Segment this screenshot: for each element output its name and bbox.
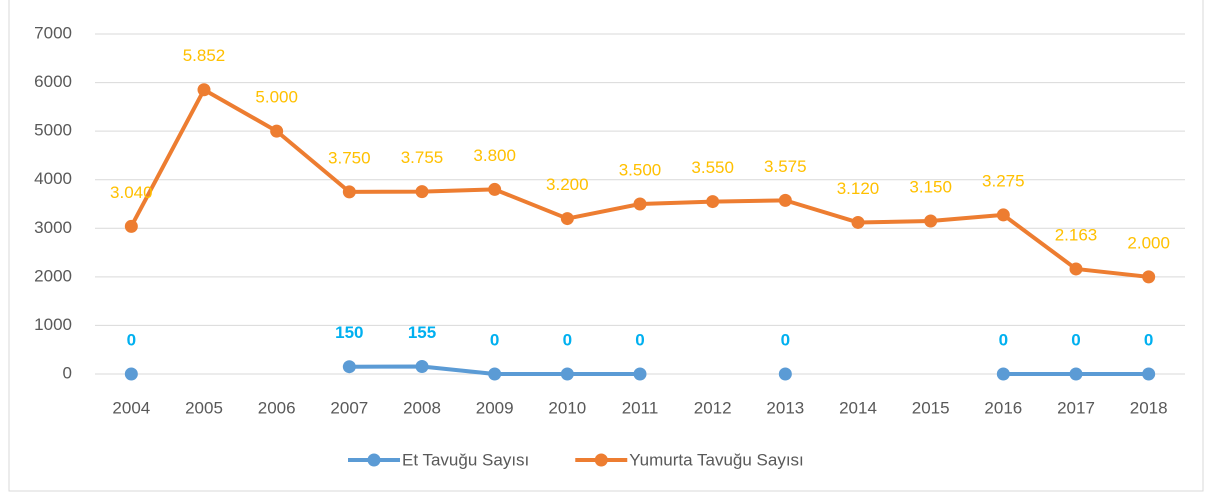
y-tick-label: 0 — [63, 363, 72, 382]
x-tick-label: 2018 — [1130, 398, 1168, 417]
data-label: 0 — [1071, 330, 1080, 349]
x-tick-label: 2009 — [476, 398, 514, 417]
data-label: 0 — [490, 330, 499, 349]
data-label: 0 — [127, 330, 136, 349]
point — [342, 185, 356, 199]
x-tick-label: 2005 — [185, 398, 223, 417]
point — [560, 367, 574, 381]
point — [778, 367, 792, 381]
point — [197, 83, 211, 97]
data-label: 150 — [335, 323, 363, 342]
y-tick-label: 2000 — [34, 266, 72, 285]
y-tick-label: 3000 — [34, 218, 72, 237]
y-tick-label: 1000 — [34, 315, 72, 334]
x-tick-label: 2015 — [912, 398, 950, 417]
chart-frame — [8, 0, 1204, 492]
legend-marker — [594, 453, 608, 467]
x-tick-label: 2011 — [622, 398, 659, 417]
point — [633, 367, 647, 381]
x-tick-label: 2017 — [1057, 398, 1095, 417]
point — [996, 208, 1010, 222]
data-label: 3.550 — [691, 158, 734, 177]
x-tick-label: 2016 — [984, 398, 1022, 417]
x-tick-label: 2012 — [694, 398, 732, 417]
x-tick-label: 2014 — [839, 398, 877, 417]
point — [124, 367, 138, 381]
point — [488, 182, 502, 196]
point — [415, 185, 429, 199]
data-label: 3.120 — [837, 179, 880, 198]
data-label: 3.150 — [909, 177, 952, 196]
x-tick-label: 2006 — [258, 398, 296, 417]
point — [1142, 270, 1156, 284]
data-label: 0 — [781, 330, 790, 349]
data-label: 3.040 — [110, 183, 153, 202]
x-tick-label: 2008 — [403, 398, 441, 417]
data-label: 2.000 — [1127, 233, 1170, 252]
point — [996, 367, 1010, 381]
point — [633, 197, 647, 211]
y-tick-label: 5000 — [34, 121, 72, 140]
legend-marker — [367, 453, 381, 467]
point — [1142, 367, 1156, 381]
point — [270, 124, 284, 138]
point — [1069, 367, 1083, 381]
data-label: 2.163 — [1055, 225, 1098, 244]
data-label: 3.200 — [546, 175, 589, 194]
y-tick-label: 4000 — [34, 169, 72, 188]
x-tick-label: 2007 — [330, 398, 368, 417]
point — [560, 212, 574, 226]
data-label: 3.275 — [982, 171, 1025, 190]
point — [924, 214, 938, 228]
legend-label: Yumurta Tavuğu Sayısı — [629, 450, 804, 469]
point — [415, 359, 429, 373]
data-label: 5.852 — [183, 46, 226, 65]
data-label: 3.750 — [328, 148, 371, 167]
data-label: 155 — [408, 323, 436, 342]
point — [488, 367, 502, 381]
point — [124, 219, 138, 233]
x-tick-label: 2013 — [766, 398, 804, 417]
y-tick-label: 7000 — [34, 23, 72, 42]
y-tick-label: 6000 — [34, 72, 72, 91]
point — [851, 215, 865, 229]
data-label: 3.575 — [764, 157, 807, 176]
data-label: 0 — [999, 330, 1008, 349]
data-label: 0 — [563, 330, 572, 349]
data-label: 3.500 — [619, 160, 662, 179]
data-label: 3.800 — [473, 146, 516, 165]
data-label: 3.755 — [401, 148, 444, 167]
data-label: 5.000 — [255, 88, 298, 107]
data-label: 0 — [1144, 330, 1153, 349]
x-tick-label: 2004 — [112, 398, 150, 417]
x-tick-label: 2010 — [548, 398, 586, 417]
data-label: 0 — [635, 330, 644, 349]
point — [342, 360, 356, 374]
point — [1069, 262, 1083, 276]
legend-label: Et Tavuğu Sayısı — [402, 450, 529, 469]
point — [778, 193, 792, 207]
point — [706, 195, 720, 209]
